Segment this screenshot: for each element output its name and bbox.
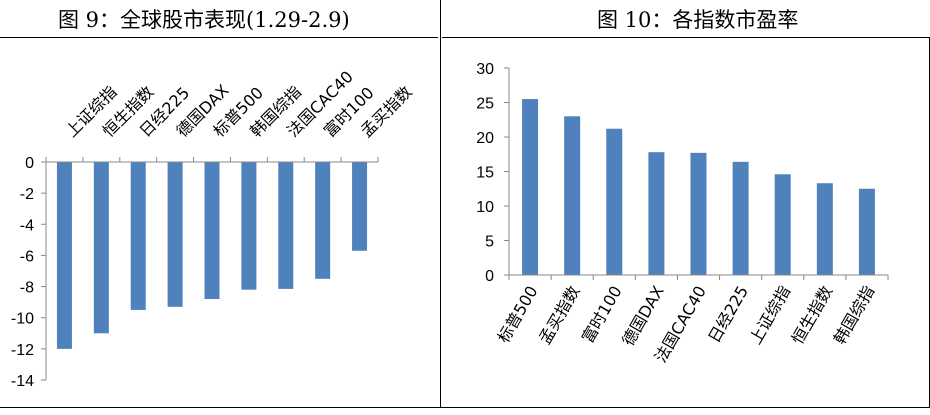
left-bar: [315, 162, 331, 279]
right-bar: [690, 152, 707, 275]
left-bar: [204, 162, 220, 300]
right-y-tick-label: 0: [485, 268, 494, 285]
right-category-label: 富时100: [578, 283, 626, 347]
right-title-underline: [442, 37, 930, 38]
left-y-tick-label: -10: [11, 311, 34, 328]
left-y-tick-label: -2: [20, 186, 34, 203]
left-bar: [130, 162, 146, 310]
right-bar: [648, 152, 665, 275]
left-y-tick-label: -8: [20, 280, 34, 297]
right-chart-title: 图 10：各指数市盈率: [597, 8, 799, 32]
left-bar: [167, 162, 183, 307]
right-y-tick-label: 10: [476, 199, 494, 216]
left-chart-title: 图 9：全球股市表现(1.29-2.9): [58, 8, 350, 32]
bottom-border: [0, 407, 930, 408]
left-bar: [241, 162, 257, 290]
left-y-tick-label: -14: [11, 373, 34, 390]
left-y-tick-label: 0: [25, 155, 34, 172]
right-bar: [564, 116, 581, 275]
left-y-tick-label: -12: [11, 342, 34, 359]
left-bar: [352, 162, 368, 251]
right-y-tick-label: 25: [476, 96, 494, 113]
right-category-label: 孟买指数: [535, 283, 583, 348]
right-bar: [774, 174, 791, 275]
panel-divider: [440, 0, 441, 408]
right-bar: [522, 99, 539, 275]
right-y-tick-label: 5: [485, 234, 494, 251]
right-bar: [732, 161, 749, 275]
right-y-tick-label: 15: [476, 165, 494, 182]
left-bar: [278, 162, 294, 289]
right-category-label: 韩国综指: [830, 283, 878, 348]
left-bar: [56, 162, 72, 349]
right-category-label: 标普500: [494, 283, 542, 347]
left-y-tick-label: -4: [20, 217, 34, 234]
right-bar: [816, 183, 833, 275]
right-y-tick-label: 20: [476, 130, 494, 147]
left-y-tick-label: -6: [20, 248, 34, 265]
right-bar: [858, 188, 875, 275]
left-title-underline: [0, 37, 438, 38]
right-bar: [606, 128, 623, 275]
right-y-tick-label: 30: [476, 61, 494, 78]
right-category-label: 日经225: [704, 283, 752, 347]
left-bar: [93, 162, 109, 334]
